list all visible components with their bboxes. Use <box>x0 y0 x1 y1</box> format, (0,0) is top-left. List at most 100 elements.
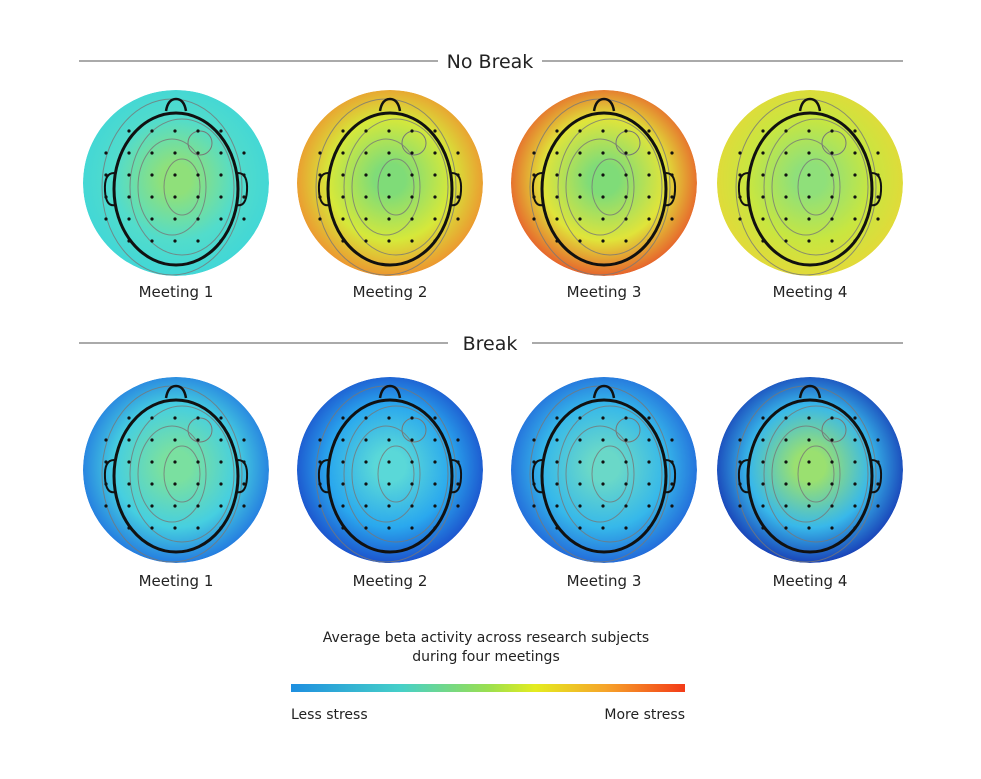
electrode <box>341 416 345 420</box>
electrode <box>578 195 582 199</box>
electrode <box>173 239 177 243</box>
electrode <box>807 151 811 155</box>
electrode <box>555 438 559 442</box>
electrode <box>738 504 742 508</box>
electrode <box>364 173 368 177</box>
electrode <box>784 129 788 133</box>
nose <box>378 384 402 399</box>
electrode <box>807 416 811 420</box>
contour <box>377 445 415 503</box>
electrode <box>624 129 628 133</box>
electrode <box>807 482 811 486</box>
electrode <box>173 526 177 530</box>
electrode <box>784 173 788 177</box>
electrode <box>670 217 674 221</box>
electrode <box>853 482 857 486</box>
electrode <box>433 416 437 420</box>
electrode <box>830 460 834 464</box>
electrode <box>127 173 131 177</box>
electrode <box>104 460 108 464</box>
electrode <box>150 195 154 199</box>
ear <box>317 459 330 494</box>
electrode <box>410 217 414 221</box>
topomap-field <box>297 90 483 276</box>
nose <box>592 97 616 112</box>
electrode <box>150 526 154 530</box>
electrode <box>876 217 880 221</box>
electrode <box>830 526 834 530</box>
electrode <box>647 217 651 221</box>
electrode <box>784 438 788 442</box>
electrode <box>364 151 368 155</box>
electrode <box>601 526 605 530</box>
electrode <box>318 504 322 508</box>
electrode <box>876 151 880 155</box>
electrode <box>219 129 223 133</box>
electrode <box>738 173 742 177</box>
electrode <box>242 217 246 221</box>
map-label: Meeting 1 <box>139 572 214 590</box>
electrode <box>830 173 834 177</box>
contour <box>771 138 841 236</box>
electrode <box>387 195 391 199</box>
electrode <box>318 173 322 177</box>
topomap <box>297 377 483 563</box>
electrode <box>761 217 765 221</box>
contour <box>565 138 635 236</box>
electrode <box>876 504 880 508</box>
electrode <box>807 217 811 221</box>
electrode <box>830 482 834 486</box>
electrode <box>761 416 765 420</box>
electrode <box>219 482 223 486</box>
electrode <box>601 217 605 221</box>
electrode <box>807 173 811 177</box>
electrode <box>318 151 322 155</box>
electrode <box>784 504 788 508</box>
electrode <box>738 217 742 221</box>
contour <box>615 417 641 443</box>
electrode <box>876 195 880 199</box>
electrode <box>364 504 368 508</box>
electrode <box>433 460 437 464</box>
electrode <box>433 195 437 199</box>
electrode <box>410 416 414 420</box>
electrode <box>410 195 414 199</box>
electrode <box>876 482 880 486</box>
electrode <box>104 438 108 442</box>
head <box>540 398 668 554</box>
contour <box>401 417 427 443</box>
contour <box>557 405 663 543</box>
electrode <box>127 239 131 243</box>
electrode <box>196 129 200 133</box>
electrode <box>196 482 200 486</box>
electrode <box>532 195 536 199</box>
electrode <box>624 416 628 420</box>
electrode <box>784 526 788 530</box>
topomap-field <box>83 377 269 563</box>
electrode <box>853 504 857 508</box>
nose <box>798 384 822 399</box>
electrode <box>150 239 154 243</box>
electrode <box>127 195 131 199</box>
electrode <box>578 416 582 420</box>
electrode <box>410 173 414 177</box>
contour <box>797 158 835 216</box>
electrode <box>670 151 674 155</box>
electrode <box>150 504 154 508</box>
electrode <box>196 173 200 177</box>
electrode <box>738 151 742 155</box>
electrode <box>532 482 536 486</box>
nose <box>378 97 402 112</box>
electrode <box>387 217 391 221</box>
map-label: Meeting 4 <box>773 572 848 590</box>
electrode <box>127 151 131 155</box>
electrode <box>341 173 345 177</box>
electrode <box>387 504 391 508</box>
topomap-field <box>83 90 269 276</box>
electrode <box>830 151 834 155</box>
electrode <box>555 129 559 133</box>
electrode <box>761 239 765 243</box>
electrode <box>807 504 811 508</box>
electrode <box>364 195 368 199</box>
electrode <box>242 482 246 486</box>
